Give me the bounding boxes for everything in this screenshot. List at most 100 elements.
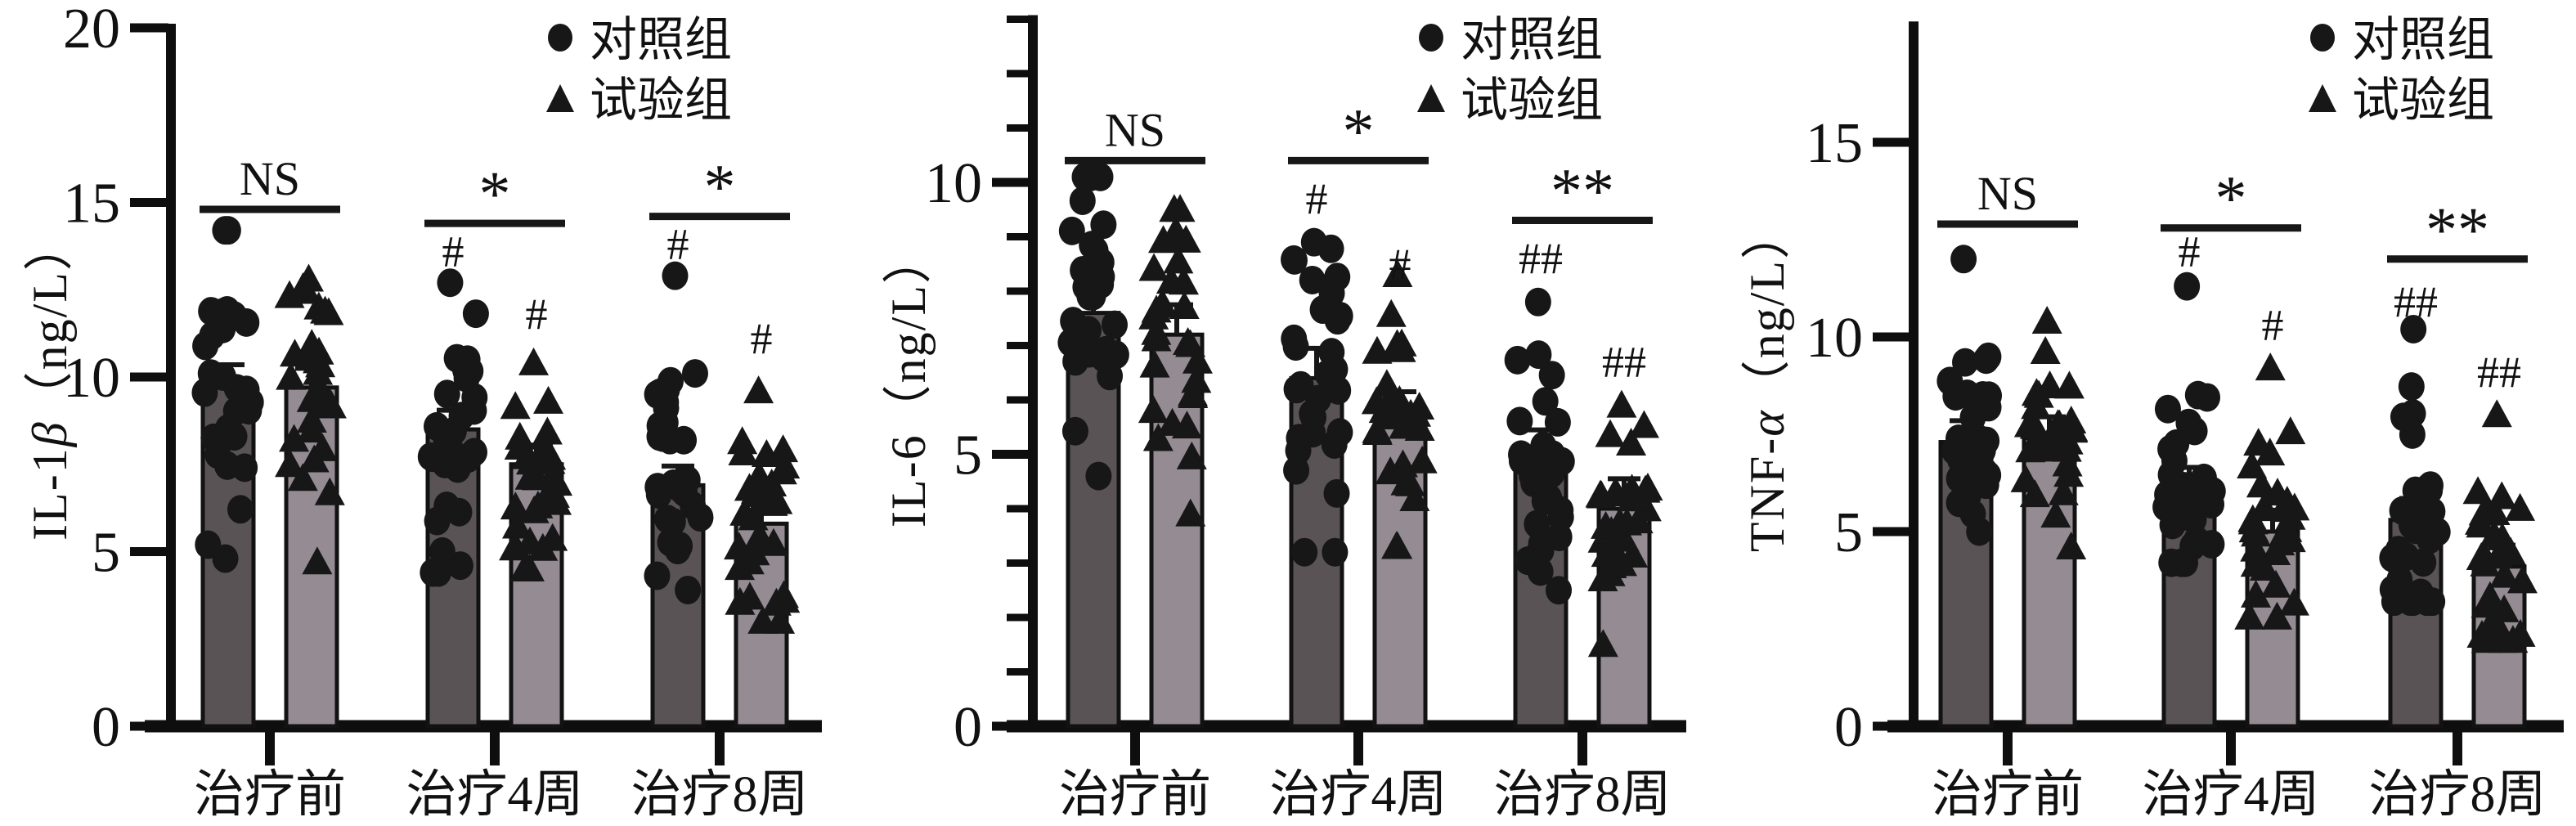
triangle-data-point [2234, 601, 2265, 630]
triangle-data-point [1399, 483, 1430, 512]
legend-label-control: 对照组 [1461, 13, 1603, 66]
circle-data-point [446, 497, 473, 527]
triangle-data-point [274, 280, 305, 308]
scatter-control-group1 [1057, 162, 1129, 491]
circle-data-point [1085, 461, 1112, 491]
triangle-data-point [2480, 496, 2511, 525]
sig-label-group1: NS [1105, 103, 1165, 156]
circle-data-point [1972, 345, 1999, 375]
circle-data-point [1519, 464, 1546, 493]
triangle-data-point [314, 477, 345, 505]
triangle-data-point [2481, 399, 2512, 428]
circle-data-point [1538, 361, 1565, 390]
circle-data-point [210, 297, 237, 326]
circle-data-point [429, 536, 456, 566]
sig-label-group2: * [2215, 163, 2247, 234]
triangle-data-point [1163, 245, 1194, 274]
triangle-data-point [2013, 409, 2044, 438]
x-category-label-3: 治疗8周 [631, 767, 808, 823]
triangle-data-point [1147, 290, 1178, 318]
legend-triangle-marker-icon [546, 84, 574, 112]
triangle-data-point [1362, 416, 1393, 445]
circle-data-point [462, 299, 489, 329]
circle-data-point [1504, 345, 1531, 375]
circle-data-point [1972, 470, 1999, 500]
triangle-data-point [2278, 587, 2309, 616]
legend-label-control: 对照组 [590, 13, 732, 66]
triangle-data-point [768, 434, 799, 463]
circle-data-point [1547, 496, 1574, 525]
triangle-data-point [2260, 569, 2291, 598]
triangle-data-point [1616, 427, 1647, 456]
circle-data-point [1317, 234, 1344, 263]
triangle-data-point [2238, 514, 2269, 543]
triangle-data-point [1169, 290, 1200, 319]
circle-data-point [2400, 314, 2427, 343]
y-axis-title-prefix: TNF- [1740, 437, 1794, 552]
triangle-data-point [728, 437, 759, 465]
triangle-data-point [2044, 433, 2075, 462]
circle-data-point [2379, 543, 2406, 572]
triangle-data-point [1148, 225, 1179, 254]
scatter-test-group3 [2462, 399, 2538, 653]
circle-data-point [443, 343, 470, 373]
hash-label-test-group2: # [526, 290, 548, 339]
panel-il6: 0 5 10 治疗前 治疗4周 治疗8周 NS * # # ** ## ## 对照组 试验组 IL-6（ng/… [859, 0, 1717, 826]
legend-label-test: 试验组 [2352, 74, 2494, 127]
circle-data-point [2180, 505, 2207, 534]
circle-data-point [1945, 424, 1972, 454]
triangle-data-point [2495, 536, 2526, 565]
scatter-test-group1 [274, 263, 347, 575]
triangle-data-point [2470, 548, 2501, 577]
triangle-data-point [734, 473, 765, 501]
triangle-data-point [1628, 410, 1659, 438]
legend-label-test: 试验组 [1461, 74, 1603, 127]
triangle-data-point [1156, 266, 1187, 294]
circle-data-point [1309, 295, 1336, 325]
triangle-data-point [725, 586, 756, 615]
sig-label-group1: NS [240, 152, 300, 205]
triangle-data-point [542, 468, 573, 496]
circle-data-point [1075, 316, 1102, 345]
triangle-data-point [2249, 492, 2280, 520]
triangle-data-point [1604, 507, 1636, 536]
circle-data-point [1061, 416, 1088, 446]
y-tick-label-5: 5 [1834, 501, 1863, 564]
x-category-label-2: 治疗4周 [2142, 767, 2319, 823]
triangle-data-point [751, 439, 782, 468]
y-axis-title-greek: α [1740, 409, 1794, 437]
y-tick-label-5: 5 [92, 522, 120, 585]
circle-data-point [437, 268, 464, 298]
legend-triangle-marker-icon [2309, 84, 2336, 112]
circle-data-point [1527, 557, 1554, 586]
triangle-data-point [2056, 532, 2087, 560]
hash-label-control-group3: # [667, 220, 689, 269]
triangle-data-point [280, 339, 311, 367]
circle-data-point [195, 530, 222, 559]
triangle-data-point [287, 463, 318, 492]
circle-data-point [233, 308, 260, 337]
scatter-control-group2 [1281, 227, 1353, 567]
triangle-data-point [2475, 581, 2506, 609]
circle-data-point [1524, 287, 1551, 316]
y-tick-label-0: 0 [1834, 696, 1863, 759]
triangle-data-point [518, 347, 550, 375]
triangle-data-point [724, 532, 755, 560]
triangle-data-point [1587, 563, 1618, 591]
sig-label-group3: ** [2426, 194, 2489, 265]
triangle-data-point [2246, 469, 2277, 498]
circle-data-point [2193, 383, 2220, 412]
triangle-data-point [2497, 625, 2529, 653]
circle-data-point [653, 388, 680, 417]
triangle-data-point [2275, 416, 2306, 445]
circle-data-point [204, 440, 231, 469]
triangle-data-point [747, 605, 779, 634]
y-axis-title-greek: β [23, 420, 77, 447]
y-tick-label-0: 0 [954, 696, 982, 759]
circle-data-point [664, 536, 691, 565]
circle-data-point [1950, 245, 1977, 274]
x-category-label-1: 治疗前 [194, 767, 346, 823]
